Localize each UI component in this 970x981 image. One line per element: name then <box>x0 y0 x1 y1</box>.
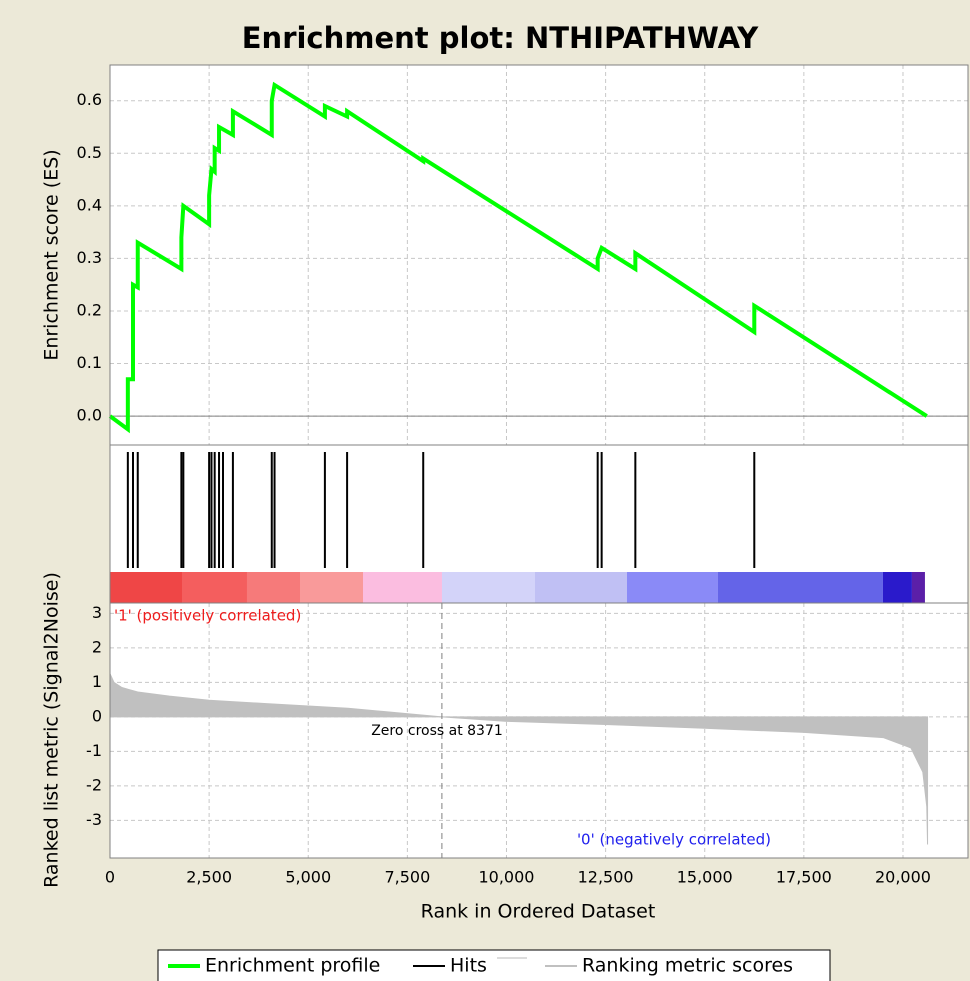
x-tick-label: 10,000 <box>478 868 534 887</box>
y-tick-label: 0.4 <box>77 195 102 214</box>
es-line <box>108 81 928 434</box>
color-bar-segment <box>534 572 627 603</box>
x-tick-label: 15,000 <box>677 868 733 887</box>
y-tick-label: 0 <box>92 706 102 725</box>
x-tick-label: 20,000 <box>875 868 931 887</box>
x-tick-label: 12,500 <box>578 868 634 887</box>
y-tick-label: 0.3 <box>77 248 102 267</box>
color-bar-segment <box>626 572 718 603</box>
y-axis-label: Ranked list metric (Signal2Noise) <box>41 572 63 888</box>
annotation: '0' (negatively correlated) <box>577 831 771 849</box>
y-tick-label: 2 <box>92 637 102 656</box>
color-bar-segment <box>299 572 363 603</box>
color-bar-segment <box>110 572 183 603</box>
legend-label: Ranking metric scores <box>582 955 793 977</box>
y-tick-label: 0.2 <box>77 300 102 319</box>
plot-area <box>110 65 968 858</box>
panel-frame <box>109 602 969 859</box>
y-tick-label: 0.1 <box>77 353 102 372</box>
metric-area <box>109 673 929 845</box>
x-tick-label: 2,500 <box>186 868 232 887</box>
x-tick-label: 0 <box>105 868 115 887</box>
color-bar-segment <box>911 572 925 603</box>
y-tick-label: -3 <box>86 810 102 829</box>
y-tick-label: 3 <box>92 603 102 622</box>
color-bar-segment <box>362 572 442 603</box>
x-axis-label: Rank in Ordered Dataset <box>421 901 656 923</box>
y-axis-label: Enrichment score (ES) <box>41 149 63 360</box>
color-bar-segment <box>441 572 535 603</box>
legend-label: Enrichment profile <box>205 955 380 977</box>
color-bar-segment <box>246 572 300 603</box>
annotation: Zero cross at 8371 <box>371 723 503 739</box>
color-bar-segment <box>717 572 883 603</box>
y-tick-label: -1 <box>86 741 102 760</box>
y-tick-label: 0.0 <box>77 406 102 425</box>
x-tick-label: 17,500 <box>776 868 832 887</box>
y-tick-label: 0.5 <box>77 143 102 162</box>
color-bar-segment <box>882 572 912 603</box>
y-tick-label: 1 <box>92 672 102 691</box>
legend <box>157 949 831 981</box>
y-tick-label: 0.6 <box>77 90 102 109</box>
y-tick-label: -2 <box>86 775 102 794</box>
chart-title: Enrichment plot: NTHIPATHWAY <box>242 21 760 55</box>
annotation: '1' (positively correlated) <box>114 607 301 625</box>
color-bar-segment <box>182 572 247 603</box>
x-tick-label: 7,500 <box>384 868 430 887</box>
x-tick-label: 5,000 <box>285 868 331 887</box>
legend-label: Hits <box>450 955 487 977</box>
